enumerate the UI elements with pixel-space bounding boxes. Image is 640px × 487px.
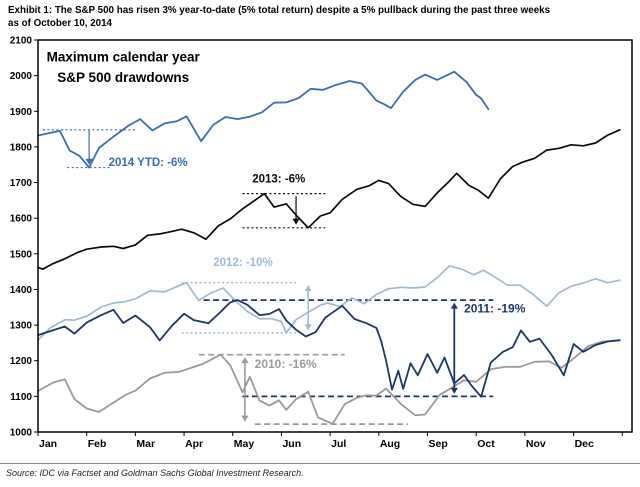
- annotation-label-2: 2014 YTD: -6%: [109, 158, 188, 170]
- x-tick-label-oct: Oct: [477, 438, 495, 450]
- y-tick-label-1200: 1200: [10, 357, 33, 368]
- annotation-label-5: 2011: -19%: [464, 302, 526, 316]
- plot-border: [37, 39, 633, 434]
- drawdown-arrow-head-down-1: [292, 219, 300, 226]
- y-tick-label-1300: 1300: [10, 321, 33, 332]
- drawdown-arrow-head-down-0: [85, 159, 93, 166]
- series-line-2012: [37, 265, 621, 342]
- source-note: Source: IDC via Factset and Goldman Sach…: [0, 463, 640, 478]
- drawdown-arrow-head-down-2: [304, 324, 312, 331]
- series-line-2011: [37, 299, 621, 399]
- y-tick-label-2100: 2100: [10, 36, 33, 47]
- drawdown-arrow-head-up-3: [450, 303, 458, 310]
- drawdown-arrow-head-up-2: [304, 285, 312, 292]
- y-tick-label-1800: 1800: [10, 143, 33, 154]
- drawdown-chart: 2100 2000 1900 1800 1700 1600 1500 1400 1300 1200…: [10, 36, 633, 450]
- y-tick-label-1400: 1400: [10, 285, 33, 296]
- y-tick-label-2000: 2000: [10, 72, 33, 83]
- exhibit-title: Exhibit 1: The S&P 500 has risen 3% year…: [0, 0, 640, 32]
- y-tick-label-1500: 1500: [10, 250, 33, 261]
- drawdown-arrow-head-up-4: [241, 357, 249, 364]
- y-tick-label-1600: 1600: [10, 214, 33, 225]
- drawdown-arrow-head-down-3: [450, 388, 458, 395]
- y-tick-label-1700: 1700: [10, 179, 33, 190]
- x-tick-label-jul: Jul: [331, 438, 346, 450]
- exhibit-title-line1: Exhibit 1: The S&P 500 has risen 3% year…: [8, 5, 551, 16]
- x-tick-label-jan: Jan: [39, 438, 57, 450]
- annotation-label-4: 2012: -10%: [213, 257, 272, 269]
- y-tick-label-1100: 1100: [10, 392, 32, 403]
- x-tick-label-may: May: [234, 438, 255, 450]
- x-tick-label-aug: Aug: [380, 438, 400, 450]
- drawdown-arrow-head-down-4: [241, 416, 249, 423]
- y-tick-label-1900: 1900: [10, 107, 33, 118]
- x-tick-label-mar: Mar: [136, 438, 155, 450]
- annotation-label-6: 2010: -16%: [255, 357, 317, 371]
- x-tick-label-jun: Jun: [282, 438, 301, 450]
- series-line-2014-ytd: [37, 71, 490, 169]
- x-tick-label-dec: Dec: [575, 438, 594, 450]
- y-tick-label-1000: 1000: [10, 428, 33, 439]
- annotation-label-3: 2013: -6%: [252, 174, 305, 186]
- x-tick-label-apr: Apr: [185, 438, 203, 450]
- x-tick-label-nov: Nov: [526, 438, 546, 450]
- annotation-label-1: S&P 500 drawdowns: [57, 71, 189, 86]
- series-line-2010: [37, 339, 621, 426]
- series-line-2013: [37, 129, 621, 271]
- x-tick-label-feb: Feb: [88, 438, 107, 450]
- exhibit-title-line2: as of October 10, 2014: [8, 17, 113, 29]
- x-tick-label-sep: Sep: [429, 438, 448, 450]
- chart-area: 2100 2000 1900 1800 1700 1600 1500 1400 1300 1200…: [0, 32, 640, 463]
- annotation-label-0: Maximum calendar year: [47, 50, 201, 65]
